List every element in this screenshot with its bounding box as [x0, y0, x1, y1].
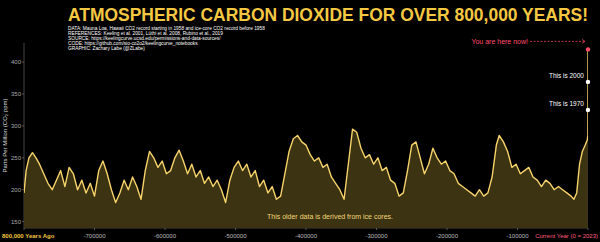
annotation-arrow	[530, 41, 584, 42]
annotation: You are here now!	[471, 38, 528, 45]
y-tick	[22, 62, 24, 63]
x-tick	[235, 228, 236, 230]
y-tick-label: 400	[11, 59, 22, 65]
x-tick-label: 800,000 Years Ago	[2, 233, 55, 239]
annotation-dot	[586, 47, 590, 51]
x-tick	[447, 228, 448, 230]
y-tick	[22, 94, 24, 95]
plot-area	[24, 49, 588, 228]
x-tick-label: -100000	[506, 233, 529, 239]
x-tick	[165, 228, 166, 230]
x-tick	[24, 228, 25, 230]
x-tick-label: -600000	[154, 233, 177, 239]
annotation: This is 2000	[549, 72, 584, 79]
y-tick	[22, 189, 24, 190]
x-tick	[94, 228, 95, 230]
x-tick-label: -700000	[83, 233, 106, 239]
x-tick	[376, 228, 377, 230]
x-tick-label: -200000	[436, 233, 459, 239]
x-tick	[306, 228, 307, 230]
annotation-dot	[586, 80, 590, 84]
x-tick	[517, 228, 518, 230]
x-tick-label: -300000	[365, 233, 388, 239]
y-tick-label: 250	[11, 155, 22, 161]
x-tick	[588, 228, 589, 230]
y-tick-label: 150	[11, 219, 22, 225]
area-fill	[24, 49, 588, 228]
y-tick	[22, 125, 24, 126]
y-tick	[22, 157, 24, 158]
y-tick	[22, 221, 24, 222]
annotation-arrowhead	[582, 39, 585, 43]
note: This older data is derived from ice core…	[267, 213, 393, 220]
chart: ATMOSPHERIC CARBON DIOXIDE FOR OVER 800,…	[0, 0, 600, 242]
x-tick-label: Current Year (0 = 2023)	[535, 233, 598, 239]
x-tick-label: -500000	[224, 233, 247, 239]
annotation-dot	[586, 108, 590, 112]
y-tick-label: 200	[11, 187, 22, 193]
co2-line	[24, 49, 588, 202]
x-tick-label: -400000	[295, 233, 318, 239]
title: ATMOSPHERIC CARBON DIOXIDE FOR OVER 800,…	[68, 4, 588, 25]
y-tick-label: 300	[11, 123, 22, 129]
annotation: This is 1970	[549, 100, 584, 107]
subtitle-line: GRAPHIC: Zachary Labe (@ZLabe)	[68, 46, 145, 51]
y-tick-label: 350	[11, 91, 22, 97]
y-axis-label: Parts Per Million (CO₂ ppm)	[2, 98, 8, 172]
